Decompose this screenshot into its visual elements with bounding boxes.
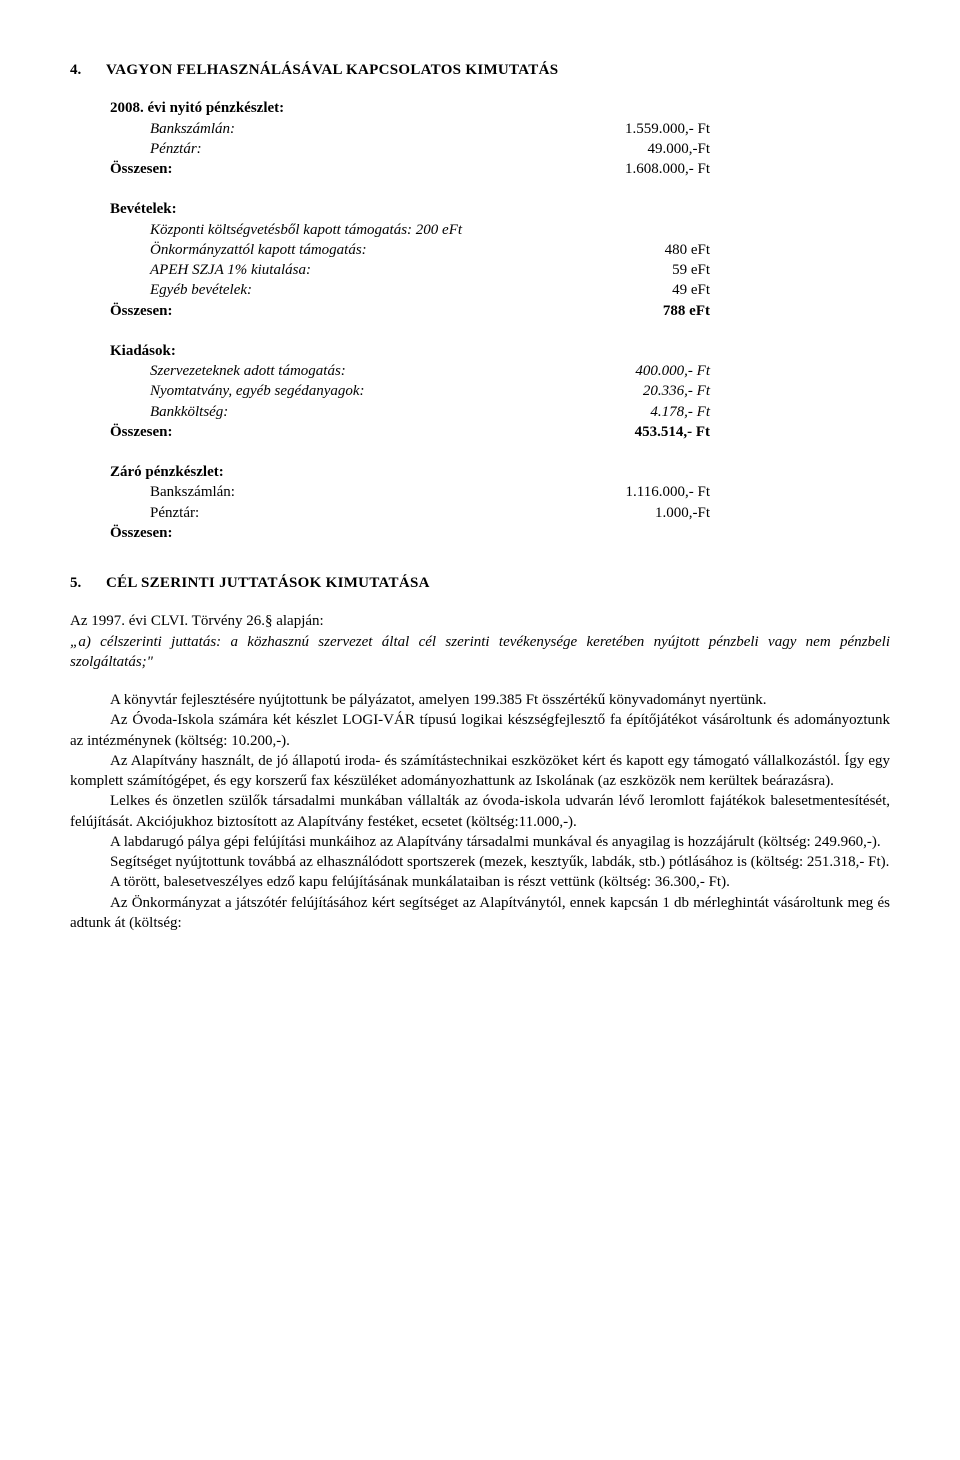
income-row-2: APEH SZJA 1% kiutalása: 59 eFt [70, 260, 890, 280]
section-5-para-0: A könyvtár fejlesztésére nyújtottunk be … [70, 690, 890, 710]
expenses-row-1-label: Nyomtatvány, egyéb segédanyagok: [150, 381, 560, 401]
income-row-1-value: 480 eFt [560, 240, 890, 260]
closing-row-cash: Pénztár: 1.000,-Ft [70, 503, 890, 523]
expenses-row-2-value: 4.178,- Ft [560, 402, 890, 422]
expenses-row-0-label: Szervezeteknek adott támogatás: [150, 361, 560, 381]
income-row-1: Önkormányzattól kapott támogatás: 480 eF… [70, 240, 890, 260]
expenses-block: Kiadások: Szervezeteknek adott támogatás… [70, 341, 890, 442]
section-5-para-5: Segítséget nyújtottunk továbbá az elhasz… [70, 852, 890, 872]
expenses-row-0: Szervezeteknek adott támogatás: 400.000,… [70, 361, 890, 381]
closing-cash-label: Pénztár: [150, 503, 560, 523]
section-5-para-1: Az Óvoda-Iskola számára két készlet LOGI… [70, 710, 890, 751]
section-5-number: 5. [70, 573, 106, 593]
expenses-total-row: Összesen: 453.514,- Ft [70, 422, 890, 442]
opening-bank-value: 1.559.000,- Ft [560, 119, 890, 139]
section-4-number: 4. [70, 60, 106, 80]
income-row-0-label: Központi költségvetésből kapott támogatá… [150, 220, 560, 240]
expenses-row-1-value: 20.336,- Ft [560, 381, 890, 401]
closing-total-row: Összesen: [70, 523, 890, 543]
section-5-title: CÉL SZERINTI JUTTATÁSOK KIMUTATÁSA [106, 573, 430, 593]
income-block: Bevételek: Központi költségvetésből kapo… [70, 199, 890, 321]
income-row-2-label: APEH SZJA 1% kiutalása: [150, 260, 560, 280]
section-4-heading: 4. VAGYON FELHASZNÁLÁSÁVAL KAPCSOLATOS K… [70, 60, 890, 80]
closing-total-value [560, 523, 890, 543]
closing-cash-value: 1.000,-Ft [560, 503, 890, 523]
section-5-para-2: Az Alapítvány használt, de jó állapotú i… [70, 751, 890, 792]
expenses-row-1: Nyomtatvány, egyéb segédanyagok: 20.336,… [70, 381, 890, 401]
section-5-para-6: A törött, balesetveszélyes edző kapu fel… [70, 872, 890, 892]
closing-total-label: Összesen: [110, 523, 560, 543]
expenses-total-label: Összesen: [110, 422, 560, 442]
income-row-3: Egyéb bevételek: 49 eFt [70, 280, 890, 300]
opening-row-bank: Bankszámlán: 1.559.000,- Ft [70, 119, 890, 139]
section-5-heading: 5. CÉL SZERINTI JUTTATÁSOK KIMUTATÁSA [70, 573, 890, 593]
income-row-3-label: Egyéb bevételek: [150, 280, 560, 300]
section-5-para-7: Az Önkormányzat a játszótér felújításáho… [70, 893, 890, 934]
opening-total-label: Összesen: [110, 159, 560, 179]
income-total-row: Összesen: 788 eFt [70, 301, 890, 321]
closing-title: Záró pénzkészlet: [70, 462, 890, 482]
section-5-quote: „a) célszerinti juttatás: a közhasznú sz… [70, 632, 890, 673]
closing-row-bank: Bankszámlán: 1.116.000,- Ft [70, 482, 890, 502]
opening-cash-label: Pénztár: [150, 139, 560, 159]
income-total-value: 788 eFt [560, 301, 890, 321]
income-total-label: Összesen: [110, 301, 560, 321]
opening-total-value: 1.608.000,- Ft [560, 159, 890, 179]
income-row-3-value: 49 eFt [560, 280, 890, 300]
expenses-total-value: 453.514,- Ft [560, 422, 890, 442]
section-5-intro: Az 1997. évi CLVI. Törvény 26.§ alapján: [70, 611, 890, 631]
income-title: Bevételek: [70, 199, 890, 219]
opening-title: 2008. évi nyitó pénzkészlet: [70, 98, 890, 118]
closing-bank-value: 1.116.000,- Ft [560, 482, 890, 502]
income-row-0: Központi költségvetésből kapott támogatá… [70, 220, 890, 240]
expenses-row-2: Bankköltség: 4.178,- Ft [70, 402, 890, 422]
income-row-0-value [560, 220, 890, 240]
income-row-1-label: Önkormányzattól kapott támogatás: [150, 240, 560, 260]
expenses-row-2-label: Bankköltség: [150, 402, 560, 422]
closing-cash-block: Záró pénzkészlet: Bankszámlán: 1.116.000… [70, 462, 890, 543]
income-row-2-value: 59 eFt [560, 260, 890, 280]
section-5-para-4: A labdarugó pálya gépi felújítási munkái… [70, 832, 890, 852]
opening-bank-label: Bankszámlán: [150, 119, 560, 139]
opening-row-cash: Pénztár: 49.000,-Ft [70, 139, 890, 159]
section-4-title: VAGYON FELHASZNÁLÁSÁVAL KAPCSOLATOS KIMU… [106, 60, 558, 80]
expenses-title: Kiadások: [70, 341, 890, 361]
section-5-para-3: Lelkes és önzetlen szülők társadalmi mun… [70, 791, 890, 832]
opening-cash-block: 2008. évi nyitó pénzkészlet: Bankszámlán… [70, 98, 890, 179]
opening-total-row: Összesen: 1.608.000,- Ft [70, 159, 890, 179]
expenses-row-0-value: 400.000,- Ft [560, 361, 890, 381]
closing-bank-label: Bankszámlán: [150, 482, 560, 502]
opening-cash-value: 49.000,-Ft [560, 139, 890, 159]
